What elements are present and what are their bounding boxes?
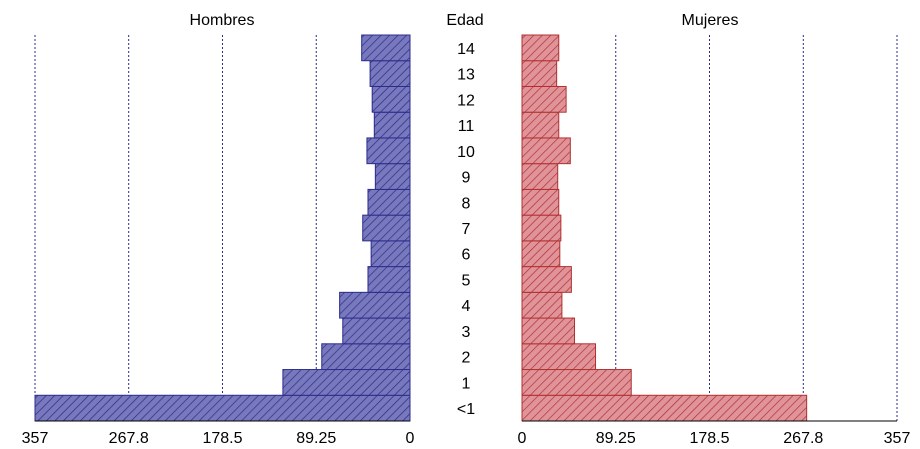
women-bar-13: [521, 60, 558, 87]
men-tick-label-1: 89.25: [296, 430, 336, 447]
women-bar-2: [521, 343, 597, 371]
women-tick-label-4: 357: [884, 430, 911, 447]
men-bar-3: [342, 317, 411, 345]
women-bar-6: [521, 240, 561, 268]
men-tick-label-4: 357: [22, 430, 49, 447]
age-label-13: 13: [457, 67, 475, 84]
age-label-14: 14: [457, 41, 475, 58]
women-tick-labels: 0 89.25 178.5 267.8 357: [518, 430, 911, 447]
age-label-4: 4: [462, 298, 471, 315]
women-bars: [521, 34, 808, 422]
men-bar-7: [362, 214, 411, 242]
men-bar-11: [373, 111, 411, 139]
men-bar-8: [367, 188, 411, 216]
men-tick-label-3: 267.8: [109, 430, 149, 447]
men-tick-label-0: 0: [406, 430, 415, 447]
men-panel-title: Hombres: [190, 12, 255, 29]
women-bar-4: [521, 291, 563, 319]
men-bar-14: [361, 34, 411, 62]
men-bar-0: [34, 394, 411, 422]
age-label-12: 12: [457, 92, 475, 109]
age-label-10: 10: [457, 144, 475, 161]
women-bar-14: [521, 34, 560, 62]
age-label-7: 7: [462, 221, 471, 238]
men-bar-5: [367, 266, 411, 293]
women-bar-1: [521, 369, 632, 396]
women-bar-8: [521, 188, 560, 216]
men-tick-labels: 0 89.25 178.5 267.8 357: [22, 430, 415, 447]
women-tick-label-3: 267.8: [783, 430, 823, 447]
women-bar-7: [521, 214, 562, 242]
age-label-5: 5: [462, 272, 471, 289]
women-tick-label-1: 89.25: [596, 430, 636, 447]
women-panel-title: Mujeres: [682, 12, 739, 29]
women-tick-label-2: 178.5: [689, 430, 729, 447]
men-bar-2: [321, 343, 411, 371]
women-bar-12: [521, 85, 567, 113]
men-bars: [34, 34, 411, 422]
men-tick-label-2: 178.5: [202, 430, 242, 447]
age-label-0: <1: [457, 401, 475, 418]
women-bar-3: [521, 317, 576, 345]
age-label-11: 11: [458, 118, 475, 135]
gridlines: [34, 35, 898, 421]
age-label-1: 1: [462, 375, 471, 392]
women-bar-5: [521, 266, 572, 293]
age-label-9: 9: [462, 170, 471, 187]
men-bar-13: [369, 60, 411, 87]
age-axis-title: Edad: [446, 12, 483, 29]
women-bar-11: [521, 111, 560, 139]
women-bar-10: [521, 137, 571, 165]
men-bar-1: [282, 369, 411, 396]
age-label-6: 6: [462, 247, 471, 264]
age-label-8: 8: [462, 195, 471, 212]
men-bar-12: [371, 85, 411, 113]
women-tick-label-0: 0: [518, 430, 527, 447]
age-label-2: 2: [462, 350, 471, 367]
women-bar-9: [521, 163, 559, 190]
men-bar-10: [366, 137, 411, 165]
men-bar-4: [339, 291, 411, 319]
women-bar-0: [521, 394, 808, 422]
age-label-3: 3: [462, 324, 471, 341]
men-bar-9: [374, 163, 411, 190]
men-bar-6: [370, 240, 411, 268]
